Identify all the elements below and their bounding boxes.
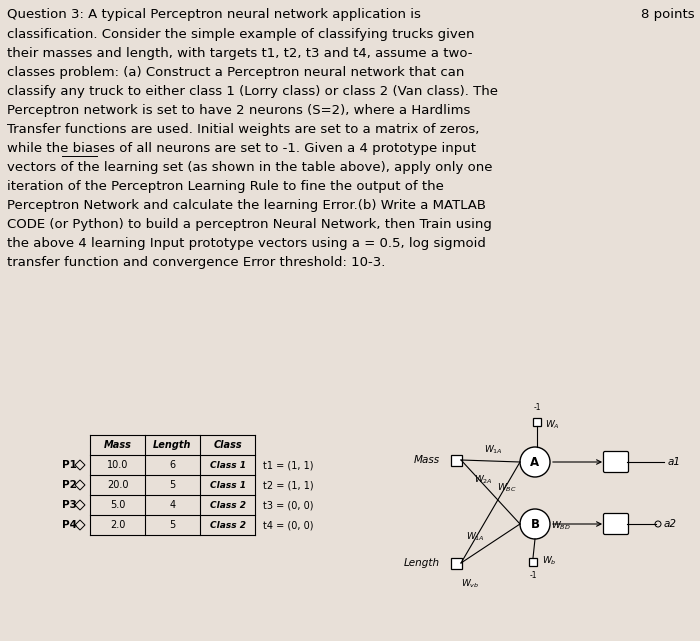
Text: Length: Length [404, 558, 440, 568]
Text: t2 = (1, 1): t2 = (1, 1) [263, 480, 314, 490]
Polygon shape [529, 558, 537, 566]
Text: Class 2: Class 2 [209, 520, 246, 529]
Text: $W_b$: $W_b$ [542, 554, 557, 567]
Text: Question 3: A typical Perceptron neural network application is: Question 3: A typical Perceptron neural … [7, 8, 421, 21]
Text: classification. Consider the simple example of classifying trucks given: classification. Consider the simple exam… [7, 28, 475, 41]
Text: t3 = (0, 0): t3 = (0, 0) [263, 500, 314, 510]
Text: $W_{vb}$: $W_{vb}$ [461, 578, 480, 590]
Text: Class 2: Class 2 [209, 501, 246, 510]
Text: 5.0: 5.0 [110, 500, 125, 510]
Text: vectors of the learning set (as shown in the table above), apply only one: vectors of the learning set (as shown in… [7, 161, 493, 174]
Circle shape [520, 447, 550, 477]
Text: a1: a1 [668, 457, 681, 467]
Polygon shape [451, 454, 461, 465]
Text: classes problem: (a) Construct a Perceptron neural network that can: classes problem: (a) Construct a Percept… [7, 66, 464, 79]
Text: 4: 4 [169, 500, 176, 510]
Text: -1: -1 [529, 571, 537, 580]
Text: Perceptron Network and calculate the learning Error.(b) Write a MATLAB: Perceptron Network and calculate the lea… [7, 199, 486, 212]
Text: $W_{BD}$: $W_{BD}$ [551, 519, 570, 532]
Text: P3: P3 [62, 500, 77, 510]
Text: Class 1: Class 1 [209, 460, 246, 469]
Text: their masses and length, with targets t1, t2, t3 and t4, assume a two-: their masses and length, with targets t1… [7, 47, 472, 60]
Polygon shape [533, 418, 541, 426]
Text: $W_{1A}$: $W_{1A}$ [484, 444, 503, 456]
Text: $W_{1A}$: $W_{1A}$ [466, 531, 485, 543]
FancyBboxPatch shape [603, 451, 629, 472]
Text: Mass: Mass [414, 455, 440, 465]
Text: 8 points: 8 points [641, 8, 695, 21]
Text: $W_{2A}$: $W_{2A}$ [474, 474, 493, 487]
Text: Class: Class [214, 440, 242, 450]
Text: P2: P2 [62, 480, 77, 490]
Text: B: B [531, 517, 540, 531]
Text: 5: 5 [169, 520, 176, 530]
Text: 2.0: 2.0 [110, 520, 125, 530]
Text: CODE (or Python) to build a perceptron Neural Network, then Train using: CODE (or Python) to build a perceptron N… [7, 218, 492, 231]
Text: Mass: Mass [104, 440, 132, 450]
Text: 5: 5 [169, 480, 176, 490]
Text: iteration of the Perceptron Learning Rule to fine the output of the: iteration of the Perceptron Learning Rul… [7, 180, 444, 193]
Text: 20.0: 20.0 [106, 480, 128, 490]
FancyBboxPatch shape [603, 513, 629, 535]
Text: 6: 6 [169, 460, 176, 470]
Text: while the biases of all neurons are set to -1. Given a 4 prototype input: while the biases of all neurons are set … [7, 142, 476, 155]
Text: t1 = (1, 1): t1 = (1, 1) [263, 460, 314, 470]
Text: classify any truck to either class 1 (Lorry class) or class 2 (Van class). The: classify any truck to either class 1 (Lo… [7, 85, 498, 98]
Text: Perceptron network is set to have 2 neurons (S=2), where a Hardlims: Perceptron network is set to have 2 neur… [7, 104, 470, 117]
Polygon shape [451, 558, 461, 569]
Text: t4 = (0, 0): t4 = (0, 0) [263, 520, 314, 530]
Text: Length: Length [153, 440, 192, 450]
Text: Class 1: Class 1 [209, 481, 246, 490]
Text: a2: a2 [664, 519, 677, 529]
Text: P1: P1 [62, 460, 77, 470]
Text: transfer function and convergence Error threshold: 10-3.: transfer function and convergence Error … [7, 256, 386, 269]
Text: the above 4 learning Input prototype vectors using a = 0.5, log sigmoid: the above 4 learning Input prototype vec… [7, 237, 486, 250]
Text: -1: -1 [533, 403, 540, 412]
Text: Transfer functions are used. Initial weights are set to a matrix of zeros,: Transfer functions are used. Initial wei… [7, 123, 480, 136]
Circle shape [520, 509, 550, 539]
Text: A: A [531, 456, 540, 469]
Text: P4: P4 [62, 520, 77, 530]
Text: $W_A$: $W_A$ [545, 419, 560, 431]
Text: $W_{BC}$: $W_{BC}$ [497, 482, 517, 494]
Text: 10.0: 10.0 [107, 460, 128, 470]
